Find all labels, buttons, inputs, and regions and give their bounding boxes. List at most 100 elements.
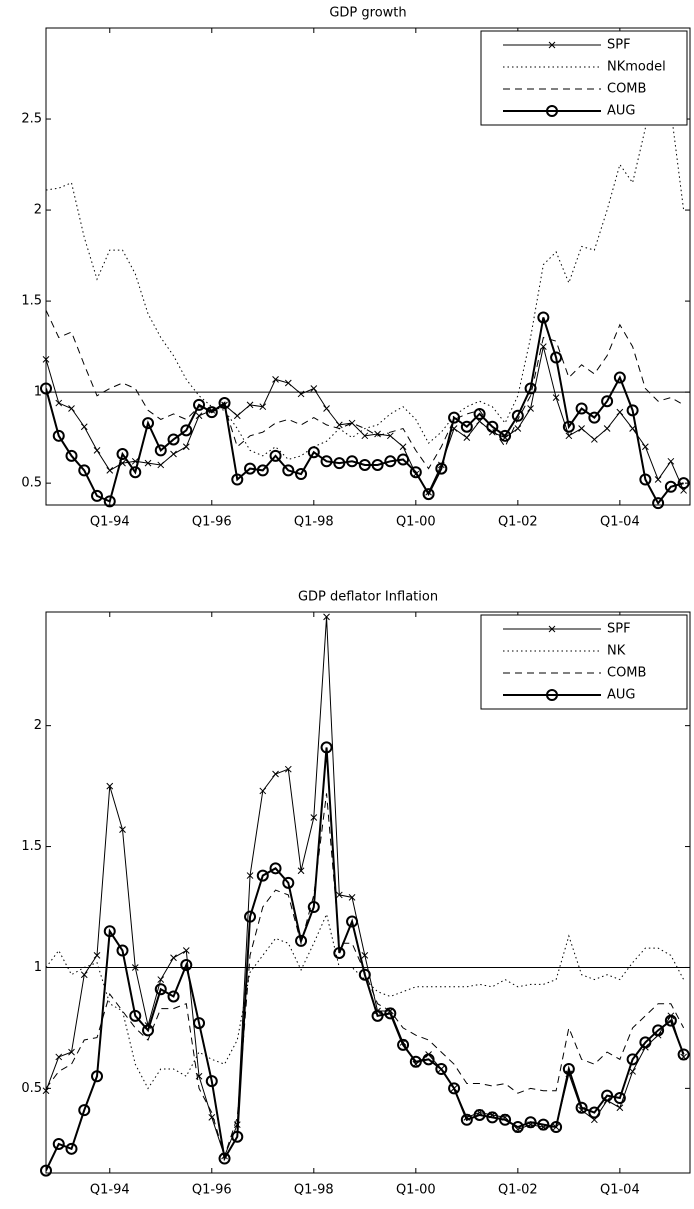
- marker-x: [106, 782, 114, 790]
- marker-x: [667, 457, 675, 465]
- marker-x: [144, 459, 152, 467]
- x-tick-label: Q1-04: [600, 515, 640, 530]
- marker-x: [182, 947, 190, 954]
- marker-stroke: [616, 1104, 624, 1112]
- marker-o: [295, 468, 308, 481]
- marker-x: [616, 408, 624, 416]
- marker-stroke: [629, 425, 636, 432]
- marker-x: [450, 425, 458, 432]
- marker-x: [629, 1068, 636, 1075]
- marker-o: [142, 417, 155, 430]
- marker-o: [371, 1009, 384, 1022]
- marker-o: [65, 449, 78, 462]
- marker-x: [297, 390, 305, 398]
- marker-o: [256, 464, 269, 477]
- marker-x: [272, 376, 279, 383]
- marker-x: [399, 443, 407, 451]
- marker-x: [548, 41, 556, 49]
- legend-label: NK: [607, 644, 626, 659]
- marker-stroke: [131, 964, 139, 971]
- marker-o: [358, 458, 371, 471]
- marker-o: [180, 424, 193, 437]
- legend-box: [480, 30, 688, 126]
- marker-o: [218, 1152, 231, 1165]
- marker-x: [361, 432, 369, 440]
- marker-x: [246, 401, 254, 409]
- marker-stroke: [55, 1053, 63, 1061]
- marker-stroke: [93, 447, 101, 454]
- marker-stroke: [182, 443, 190, 451]
- legend-label: AUG: [607, 688, 635, 703]
- marker-o: [269, 862, 282, 875]
- marker-o: [103, 925, 116, 938]
- marker-stroke: [514, 425, 522, 432]
- marker-x: [591, 436, 598, 443]
- marker-o: [193, 398, 206, 411]
- marker-stroke: [323, 405, 330, 412]
- marker-x: [195, 1072, 203, 1080]
- marker-o: [282, 876, 295, 889]
- marker-o: [588, 411, 601, 424]
- marker-o: [320, 455, 333, 468]
- marker-stroke: [527, 405, 534, 412]
- marker-o: [537, 311, 550, 324]
- y-tick-label: 2: [34, 718, 42, 733]
- marker-o: [40, 1164, 52, 1177]
- marker-o: [78, 464, 91, 477]
- marker-o: [588, 1106, 601, 1119]
- marker-stroke: [450, 425, 458, 432]
- marker-x: [310, 814, 318, 821]
- marker-o: [129, 1009, 142, 1022]
- marker-o: [626, 404, 639, 417]
- marker-x: [68, 1048, 75, 1056]
- marker-stroke: [272, 770, 279, 778]
- marker-o: [205, 1075, 218, 1088]
- marker-o: [448, 1082, 461, 1095]
- marker-stroke: [119, 826, 126, 833]
- marker-o: [613, 371, 626, 384]
- marker-x: [42, 1087, 50, 1095]
- marker-x: [539, 343, 547, 350]
- marker-stroke: [578, 425, 585, 432]
- marker-x: [93, 952, 101, 959]
- marker-x: [552, 1123, 560, 1131]
- marker-o: [103, 495, 116, 508]
- marker-o: [575, 402, 588, 415]
- marker-x: [93, 447, 101, 454]
- marker-stroke: [55, 399, 63, 407]
- marker-stroke: [80, 423, 88, 431]
- marker-stroke: [374, 430, 381, 438]
- marker-x: [246, 872, 254, 879]
- marker-stroke: [361, 952, 369, 959]
- marker-o: [307, 901, 320, 914]
- marker-x: [119, 459, 126, 467]
- marker-stroke: [119, 459, 126, 467]
- marker-stroke: [42, 355, 50, 363]
- marker-x: [654, 476, 662, 483]
- marker-stroke: [106, 467, 114, 474]
- marker-x: [578, 425, 585, 432]
- y-tick-label: 1: [34, 960, 42, 975]
- marker-x: [297, 867, 305, 875]
- y-tick-label: 1.5: [21, 839, 42, 854]
- marker-x: [527, 405, 534, 412]
- marker-o: [409, 1055, 422, 1068]
- marker-x: [323, 613, 330, 621]
- marker-stroke: [93, 952, 101, 959]
- marker-o: [40, 382, 52, 395]
- marker-o: [435, 1063, 448, 1076]
- marker-x: [259, 787, 267, 795]
- marker-stroke: [591, 436, 598, 443]
- marker-o: [499, 1113, 512, 1126]
- marker-x: [514, 425, 522, 432]
- marker-o: [244, 910, 257, 923]
- marker-o: [384, 455, 397, 468]
- marker-o: [511, 1121, 524, 1134]
- x-tick-label: Q1-94: [90, 515, 130, 530]
- marker-o: [562, 1063, 575, 1076]
- marker-o: [244, 462, 257, 475]
- marker-o: [677, 477, 690, 490]
- marker-o: [575, 1101, 588, 1114]
- marker-x: [450, 1085, 458, 1092]
- marker-o: [78, 1104, 91, 1117]
